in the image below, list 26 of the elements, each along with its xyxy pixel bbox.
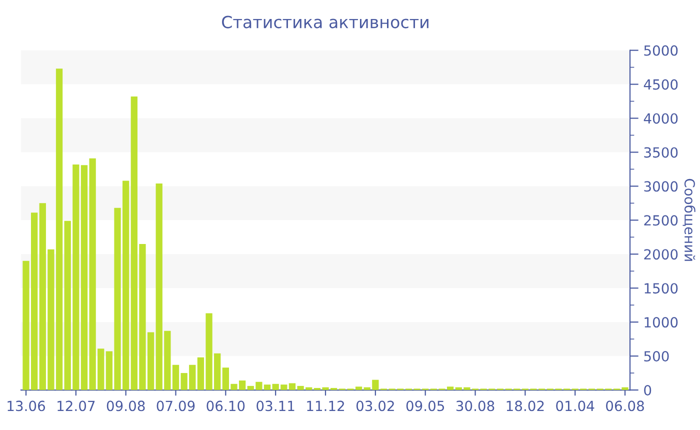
x-tick-label: 06.10 xyxy=(206,400,245,412)
x-tick-label: 13.06 xyxy=(8,400,45,412)
y-tick-label: 2500 xyxy=(644,215,678,226)
x-tick-label: 09.08 xyxy=(106,400,145,412)
x-tick-label: 03.11 xyxy=(256,400,294,412)
x-tick-label: 09.05 xyxy=(406,400,444,412)
y-tick-label: 4500 xyxy=(644,79,678,90)
y-tick-label: 4000 xyxy=(644,113,678,124)
y-axis-title: Сообщений xyxy=(682,178,696,261)
y-tick-label: 0 xyxy=(644,384,652,396)
x-tick-label: 11.12 xyxy=(307,400,344,411)
y-tick-label: 5000 xyxy=(644,45,678,56)
y-tick-label: 1000 xyxy=(644,317,678,328)
x-tick-label: 18.02 xyxy=(506,400,544,412)
x-tick-label: 06.08 xyxy=(606,400,644,412)
y-tick-label: 3500 xyxy=(644,147,678,158)
y-tick-label: 3000 xyxy=(644,181,678,192)
x-tick-label: 30.08 xyxy=(456,400,494,412)
y-tick-label: 2000 xyxy=(644,249,678,260)
y-tick-label: 500 xyxy=(644,351,669,362)
chart-title: Статистика активности xyxy=(222,16,428,28)
x-tick-label: 03.02 xyxy=(356,400,394,412)
x-tick-label: 07.09 xyxy=(156,400,195,412)
y-tick-label: 1500 xyxy=(644,283,678,294)
x-tick-label: 01.04 xyxy=(556,400,594,412)
x-tick-label: 12.07 xyxy=(58,400,95,412)
